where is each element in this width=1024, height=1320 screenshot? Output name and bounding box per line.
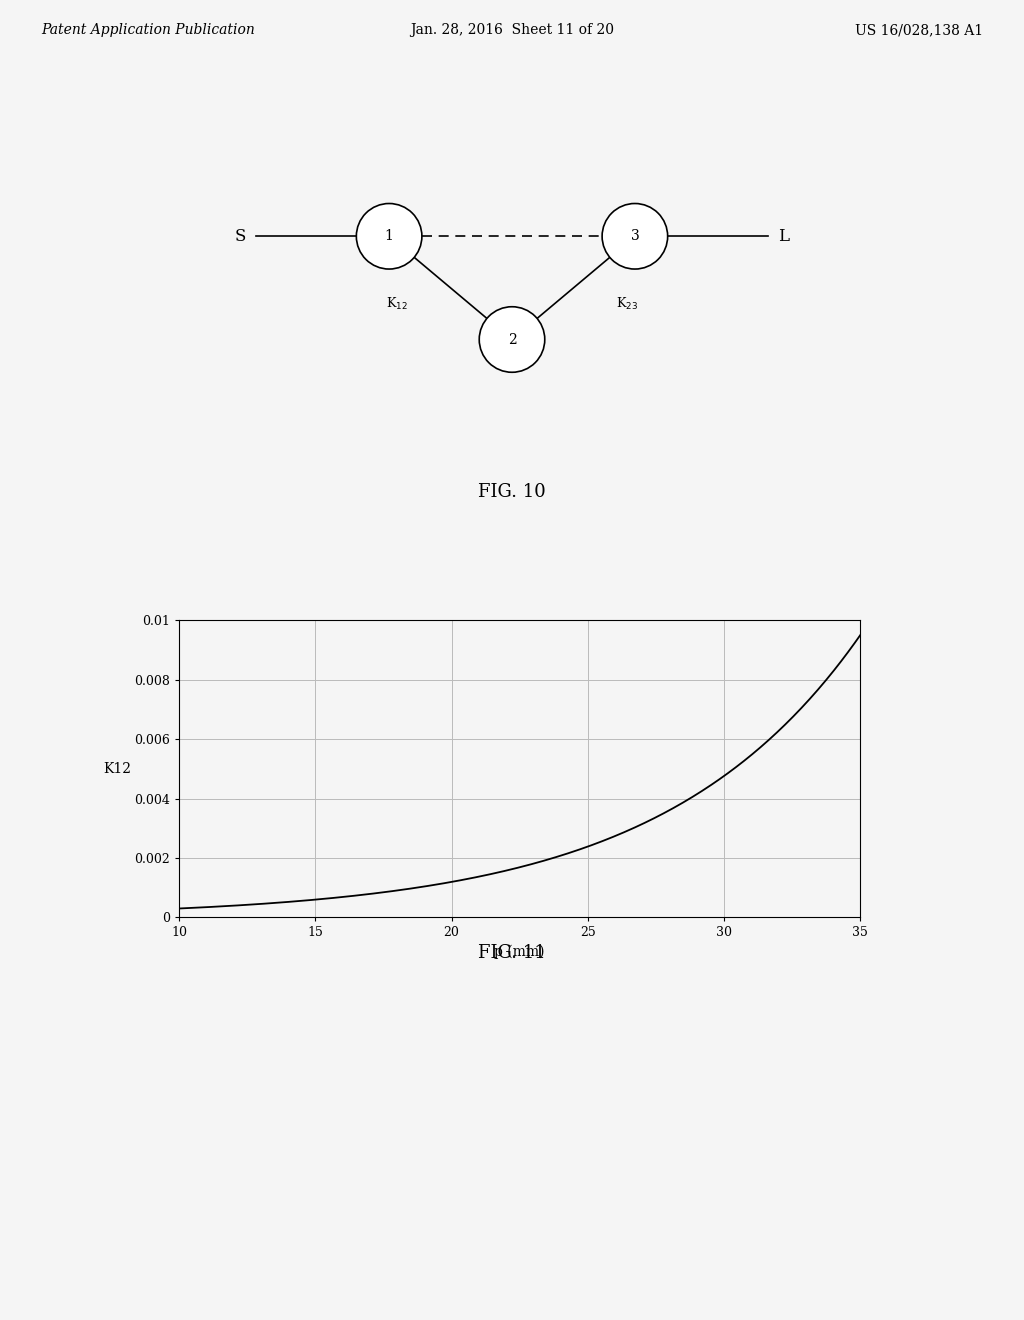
Ellipse shape: [602, 203, 668, 269]
Ellipse shape: [479, 306, 545, 372]
Text: L: L: [778, 228, 790, 244]
X-axis label: p (mm): p (mm): [495, 945, 545, 960]
Text: S: S: [234, 228, 246, 244]
Y-axis label: K12: K12: [103, 762, 132, 776]
Text: FIG. 11: FIG. 11: [478, 944, 546, 962]
Text: K$_{12}$: K$_{12}$: [386, 296, 409, 312]
Text: 1: 1: [385, 230, 393, 243]
Text: 2: 2: [508, 333, 516, 347]
Text: FIG. 10: FIG. 10: [478, 483, 546, 502]
Text: 3: 3: [631, 230, 639, 243]
Text: Patent Application Publication: Patent Application Publication: [41, 24, 255, 37]
Text: K$_{23}$: K$_{23}$: [615, 296, 638, 312]
Text: US 16/028,138 A1: US 16/028,138 A1: [855, 24, 983, 37]
Text: Jan. 28, 2016  Sheet 11 of 20: Jan. 28, 2016 Sheet 11 of 20: [410, 24, 614, 37]
Ellipse shape: [356, 203, 422, 269]
